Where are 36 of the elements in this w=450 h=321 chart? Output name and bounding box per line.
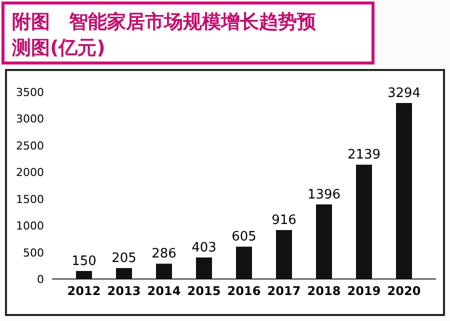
bar xyxy=(276,230,292,279)
data-label: 2139 xyxy=(347,148,381,163)
x-tick-label: 2013 xyxy=(107,284,141,298)
bar xyxy=(156,264,172,279)
bar xyxy=(396,103,412,279)
data-label: 150 xyxy=(72,254,96,269)
y-tick-label: 3500 xyxy=(16,86,44,99)
bar xyxy=(116,268,132,279)
bar xyxy=(196,257,212,279)
bar xyxy=(76,270,92,279)
x-tick-label: 2020 xyxy=(387,284,421,298)
x-tick-label: 2012 xyxy=(67,284,101,298)
data-label: 3294 xyxy=(387,86,421,102)
data-label: 403 xyxy=(192,240,216,256)
data-label: 286 xyxy=(152,246,176,262)
y-tick-label: 500 xyxy=(23,246,44,260)
bar xyxy=(356,164,372,279)
data-label: 605 xyxy=(232,230,256,245)
x-tick-label: 2017 xyxy=(267,284,301,298)
bar xyxy=(316,204,332,279)
x-tick-label: 2019 xyxy=(347,284,381,298)
data-label: 205 xyxy=(112,251,136,266)
x-tick-label: 2015 xyxy=(187,284,221,298)
y-tick-label: 1000 xyxy=(16,220,44,233)
y-tick-label: 2000 xyxy=(16,166,44,180)
y-tick-label: 3000 xyxy=(16,112,44,126)
y-tick-label: 0 xyxy=(37,273,44,286)
x-tick-label: 2018 xyxy=(307,284,341,298)
x-tick-label: 2014 xyxy=(147,284,181,298)
data-label: 1396 xyxy=(307,187,341,202)
y-tick-label: 1500 xyxy=(16,192,44,206)
bar xyxy=(236,246,252,279)
x-tick-label: 2016 xyxy=(227,284,261,298)
y-tick-label: 2500 xyxy=(16,139,44,152)
chart-title: 附图 智能家居市场规模增长趋势预测图(亿元) xyxy=(11,11,317,59)
data-label: 916 xyxy=(272,213,296,228)
